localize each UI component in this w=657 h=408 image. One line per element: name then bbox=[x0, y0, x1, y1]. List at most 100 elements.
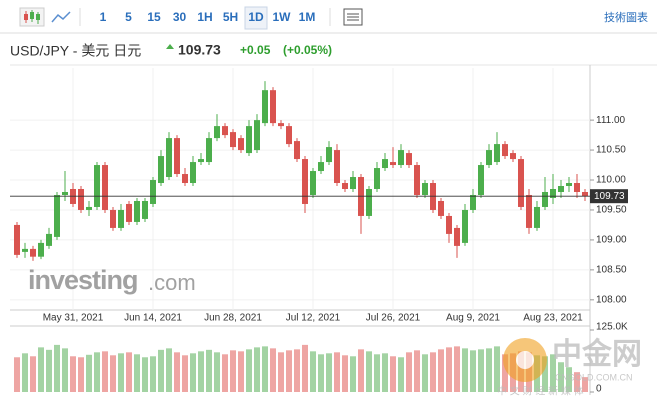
candle-body bbox=[54, 194, 60, 237]
volume-bar bbox=[214, 352, 220, 392]
volume-bar bbox=[126, 352, 132, 392]
brand: investing bbox=[28, 265, 138, 295]
interval-button[interactable]: 15 bbox=[147, 10, 161, 24]
candle-body bbox=[550, 189, 556, 198]
candle-body bbox=[518, 159, 524, 207]
volume-bar bbox=[174, 352, 180, 392]
x-tick-label: Jul 12, 2021 bbox=[286, 313, 341, 324]
candle-body bbox=[30, 248, 36, 257]
candle-body bbox=[438, 200, 444, 216]
interval-button[interactable]: 5H bbox=[223, 10, 238, 24]
x-tick-label: Jun 14, 2021 bbox=[124, 313, 182, 324]
volume-bar bbox=[86, 354, 92, 392]
interval-button[interactable]: 1M bbox=[299, 10, 316, 24]
volume-bar bbox=[422, 354, 428, 392]
y-tick-label: 111.00 bbox=[596, 115, 626, 126]
volume-bar bbox=[62, 348, 68, 392]
volume-bar bbox=[294, 349, 300, 392]
candle-body bbox=[150, 180, 156, 204]
candle-body bbox=[254, 120, 260, 151]
volume-bar bbox=[30, 356, 36, 392]
volume-bar bbox=[446, 347, 452, 392]
interval-button[interactable]: 5 bbox=[125, 10, 132, 24]
candle-body bbox=[14, 224, 20, 255]
volume-bar bbox=[102, 351, 108, 392]
y-tick-label: 108.00 bbox=[596, 294, 627, 305]
volume-bar bbox=[438, 349, 444, 392]
volume-bar bbox=[478, 349, 484, 392]
candle-body bbox=[158, 156, 164, 184]
candle-body bbox=[174, 138, 180, 175]
candle-body bbox=[22, 248, 28, 252]
volume-bar bbox=[470, 350, 476, 392]
volume-bar bbox=[566, 367, 572, 392]
x-tick-label: Jul 26, 2021 bbox=[366, 313, 421, 324]
y-tick-label: 109.00 bbox=[596, 235, 627, 246]
candle-body bbox=[166, 138, 172, 178]
candle-body bbox=[270, 90, 276, 124]
candle-body bbox=[206, 138, 212, 163]
volume-bar bbox=[286, 350, 292, 392]
volume-bar bbox=[494, 346, 500, 392]
candle-body bbox=[286, 126, 292, 145]
interval-button[interactable]: 30 bbox=[173, 10, 187, 24]
candle-body bbox=[318, 162, 324, 172]
volume-bar bbox=[182, 355, 188, 392]
candle-body bbox=[374, 168, 380, 189]
volume-bar bbox=[406, 352, 412, 392]
volume-bar bbox=[70, 356, 76, 392]
up-arrow bbox=[166, 44, 174, 49]
volume-bar bbox=[302, 344, 308, 392]
candle-body bbox=[486, 150, 492, 166]
active-interval bbox=[244, 6, 268, 30]
volume-bar bbox=[382, 353, 388, 392]
candle-body bbox=[198, 159, 204, 163]
volume-bar bbox=[150, 356, 156, 392]
volume-bar bbox=[254, 347, 260, 392]
volume-bar bbox=[78, 357, 84, 392]
candle-body bbox=[302, 159, 308, 204]
site-domain: CNGOLD.COM.CN bbox=[555, 372, 633, 382]
site: 中金网 bbox=[552, 337, 642, 371]
volume-bar bbox=[38, 347, 44, 392]
line-icon[interactable] bbox=[51, 11, 71, 23]
y-tick-label: 109.50 bbox=[596, 205, 627, 216]
candle-body bbox=[102, 165, 108, 210]
volume-bar bbox=[342, 355, 348, 392]
volume-bar bbox=[230, 350, 236, 392]
x-tick-label: May 31, 2021 bbox=[43, 313, 104, 324]
candle-body bbox=[78, 189, 84, 210]
volume-bar bbox=[366, 351, 372, 392]
candle-body bbox=[462, 209, 468, 243]
candle-body bbox=[230, 132, 236, 148]
x-tick-label: Aug 23, 2021 bbox=[523, 313, 583, 324]
volume-bar bbox=[358, 349, 364, 392]
candle-body bbox=[526, 194, 532, 228]
candle-body bbox=[454, 227, 460, 246]
volume-bar bbox=[486, 348, 492, 392]
candle-body bbox=[278, 123, 284, 127]
candle-body bbox=[582, 191, 588, 197]
settings-icon[interactable] bbox=[343, 8, 363, 26]
change-percent: (+0.05%) bbox=[283, 43, 332, 57]
interval-button[interactable]: 1D bbox=[248, 10, 264, 24]
last-price-box bbox=[590, 189, 628, 204]
candle-icon[interactable] bbox=[19, 7, 45, 27]
candle-body bbox=[334, 150, 340, 184]
last-price-label: 109.73 bbox=[594, 191, 625, 202]
candle-body bbox=[542, 191, 548, 207]
plot: 111.00 110.50 110.00 109.50 109.00 108.50 108.… bbox=[10, 68, 628, 395]
interval-button[interactable]: 1W bbox=[273, 10, 292, 24]
interval-button[interactable]: 1H bbox=[197, 10, 212, 24]
interval-button[interactable]: 1 bbox=[100, 10, 107, 24]
volume-bar bbox=[390, 356, 396, 392]
technical-chart-link[interactable]: 技術圖表 bbox=[604, 10, 648, 24]
candle-body bbox=[574, 183, 580, 192]
volume-tick-label: 125.0K bbox=[596, 322, 628, 333]
candle-body bbox=[494, 144, 500, 163]
candle-body bbox=[446, 215, 452, 234]
candle-body bbox=[414, 165, 420, 195]
candle-body bbox=[62, 191, 68, 195]
volume-bar bbox=[142, 357, 148, 392]
